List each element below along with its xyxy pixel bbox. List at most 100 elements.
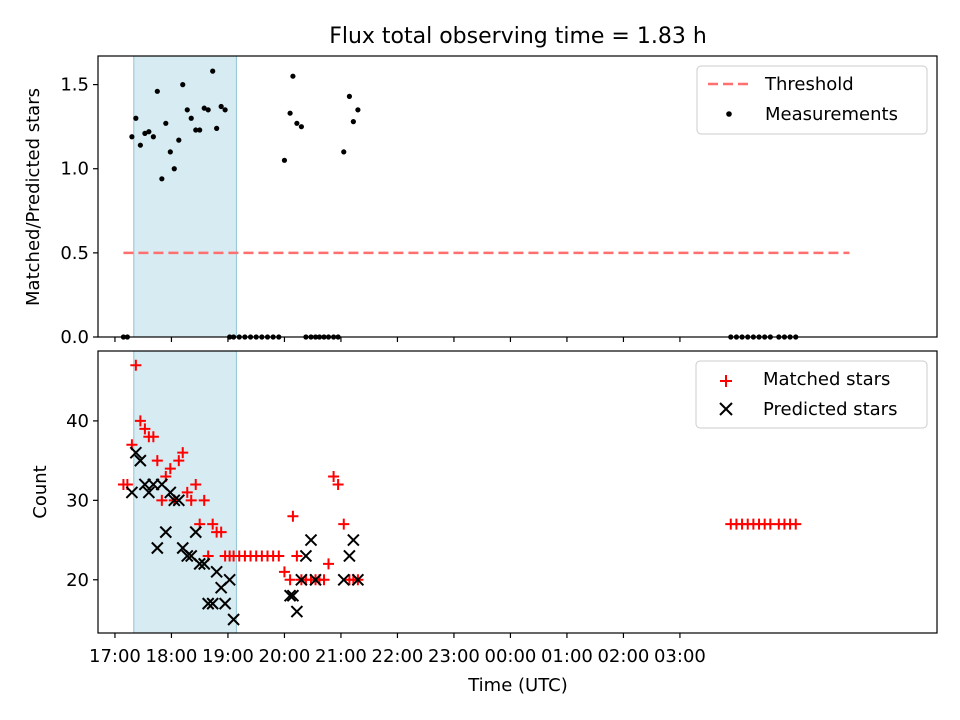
- bottom-panel: 20 30 40 17:00 18:00 19:00 20:00 21:00 22:00 23:…: [30, 350, 938, 696]
- matched-star-marker: [291, 550, 303, 562]
- predicted-star-marker: [159, 525, 173, 539]
- legend-measurements-swatch: [726, 111, 732, 117]
- measurement-point: [171, 166, 177, 172]
- predicted-star-marker: [129, 446, 143, 459]
- measurement-point: [346, 93, 353, 99]
- measurement-point: [210, 68, 216, 74]
- matched-star-marker: [215, 526, 227, 538]
- xtick-label: 01:00: [541, 646, 593, 667]
- matched-star-marker: [134, 415, 146, 427]
- predicted-star-marker: [295, 573, 308, 586]
- predicted-star-marker: [168, 494, 181, 507]
- matched-star-marker: [273, 550, 285, 562]
- matched-star-marker: [318, 574, 330, 586]
- measurement-point: [176, 137, 182, 143]
- predicted-star-marker: [299, 549, 313, 563]
- top-ytick-label: 0.5: [60, 243, 89, 264]
- legend-matched-swatch: [720, 375, 732, 387]
- matched-star-marker: [207, 518, 219, 530]
- predicted-star-marker: [172, 494, 186, 507]
- matched-star-marker: [151, 455, 163, 467]
- matched-star-marker: [790, 518, 802, 530]
- predicted-star-markers: [125, 446, 365, 626]
- top-ytick-label: 1.5: [60, 75, 89, 96]
- measurement-point: [146, 129, 152, 135]
- measurement-point: [129, 134, 135, 140]
- matched-star-marker: [185, 494, 197, 506]
- measurement-point: [184, 107, 190, 113]
- xtick-label: 21:00: [315, 646, 367, 667]
- x-axis-label: Time (UTC): [467, 675, 568, 696]
- matched-star-marker: [323, 558, 335, 570]
- predicted-star-marker: [351, 573, 365, 586]
- predicted-star-marker: [142, 486, 156, 499]
- measurement-point: [163, 120, 169, 126]
- xtick-label: 22:00: [372, 646, 424, 667]
- bottom-legend-box: [695, 360, 928, 429]
- top-legend: Threshold Measurements: [696, 65, 928, 135]
- bottom-ytick-label: 30: [66, 490, 89, 511]
- legend-threshold-label: Threshold: [764, 74, 854, 95]
- bottom-ytick-label: 20: [66, 570, 89, 591]
- measurement-point: [159, 176, 165, 182]
- matched-star-marker: [190, 478, 202, 490]
- top-legend-box: [696, 65, 928, 135]
- xtick-label: 20:00: [259, 646, 311, 667]
- top-panel: Flux total observing time = 1.83 h 0.00.…: [23, 24, 938, 348]
- top-ytick-label: 1.0: [60, 159, 89, 180]
- legend-predicted-swatch: [719, 402, 733, 416]
- measurement-point: [290, 73, 296, 79]
- measurement-point: [197, 127, 203, 133]
- measurement-point: [341, 149, 347, 155]
- matched-star-marker: [287, 510, 299, 522]
- predicted-star-marker: [134, 454, 147, 467]
- bottom-x-ticks: 17:00 18:00 19:00 20:00 21:00 22:00 23:00 00:00…: [89, 633, 706, 667]
- matched-star-marker: [177, 447, 189, 459]
- top-x-ticks: [114, 337, 681, 342]
- measurement-point: [142, 130, 148, 137]
- chart-title: Flux total observing time = 1.83 h: [329, 24, 707, 49]
- measurement-point: [188, 115, 194, 121]
- measurement-point: [214, 125, 220, 131]
- measurement-point: [133, 115, 139, 121]
- predicted-star-marker: [206, 597, 219, 610]
- matched-star-marker: [338, 518, 350, 530]
- legend-matched-label: Matched stars: [763, 369, 890, 390]
- predicted-star-marker: [347, 533, 360, 547]
- measurement-point: [137, 142, 143, 148]
- measurement-point: [180, 82, 186, 88]
- predicted-star-marker: [286, 589, 300, 602]
- xtick-label: 02:00: [597, 646, 649, 667]
- matched-star-marker: [181, 486, 193, 498]
- matched-star-marker: [173, 455, 185, 467]
- bottom-y-ticks: 20 30 40: [66, 411, 98, 591]
- bottom-y-axis-label: Count: [30, 465, 51, 518]
- xtick-label: 18:00: [146, 646, 198, 667]
- measurement-point: [294, 120, 300, 126]
- predicted-star-marker: [189, 525, 202, 539]
- measurement-point: [167, 149, 173, 155]
- bottom-ytick-label: 40: [66, 411, 89, 432]
- measurement-point: [150, 134, 156, 140]
- xtick-label: 00:00: [485, 646, 537, 667]
- predicted-star-marker: [218, 597, 232, 610]
- measurement-point: [222, 107, 228, 113]
- predicted-star-marker: [227, 613, 240, 626]
- predicted-star-marker: [290, 605, 304, 618]
- matched-star-marker: [332, 478, 344, 490]
- xtick-label: 19:00: [202, 646, 254, 667]
- matched-star-marker: [198, 494, 210, 506]
- matched-star-markers: [117, 359, 802, 586]
- matched-star-marker: [278, 566, 290, 578]
- measurement-point: [193, 127, 199, 133]
- bottom-plot-frame: [97, 350, 938, 634]
- xtick-label: 17:00: [89, 646, 141, 667]
- predicted-star-marker: [193, 557, 206, 571]
- predicted-star-marker: [343, 549, 356, 563]
- matched-star-marker: [139, 423, 151, 435]
- measurement-point: [298, 124, 304, 130]
- predicted-star-marker: [198, 557, 211, 571]
- predicted-star-marker: [337, 573, 350, 586]
- top-y-axis-label: Matched/Predicted stars: [23, 88, 44, 306]
